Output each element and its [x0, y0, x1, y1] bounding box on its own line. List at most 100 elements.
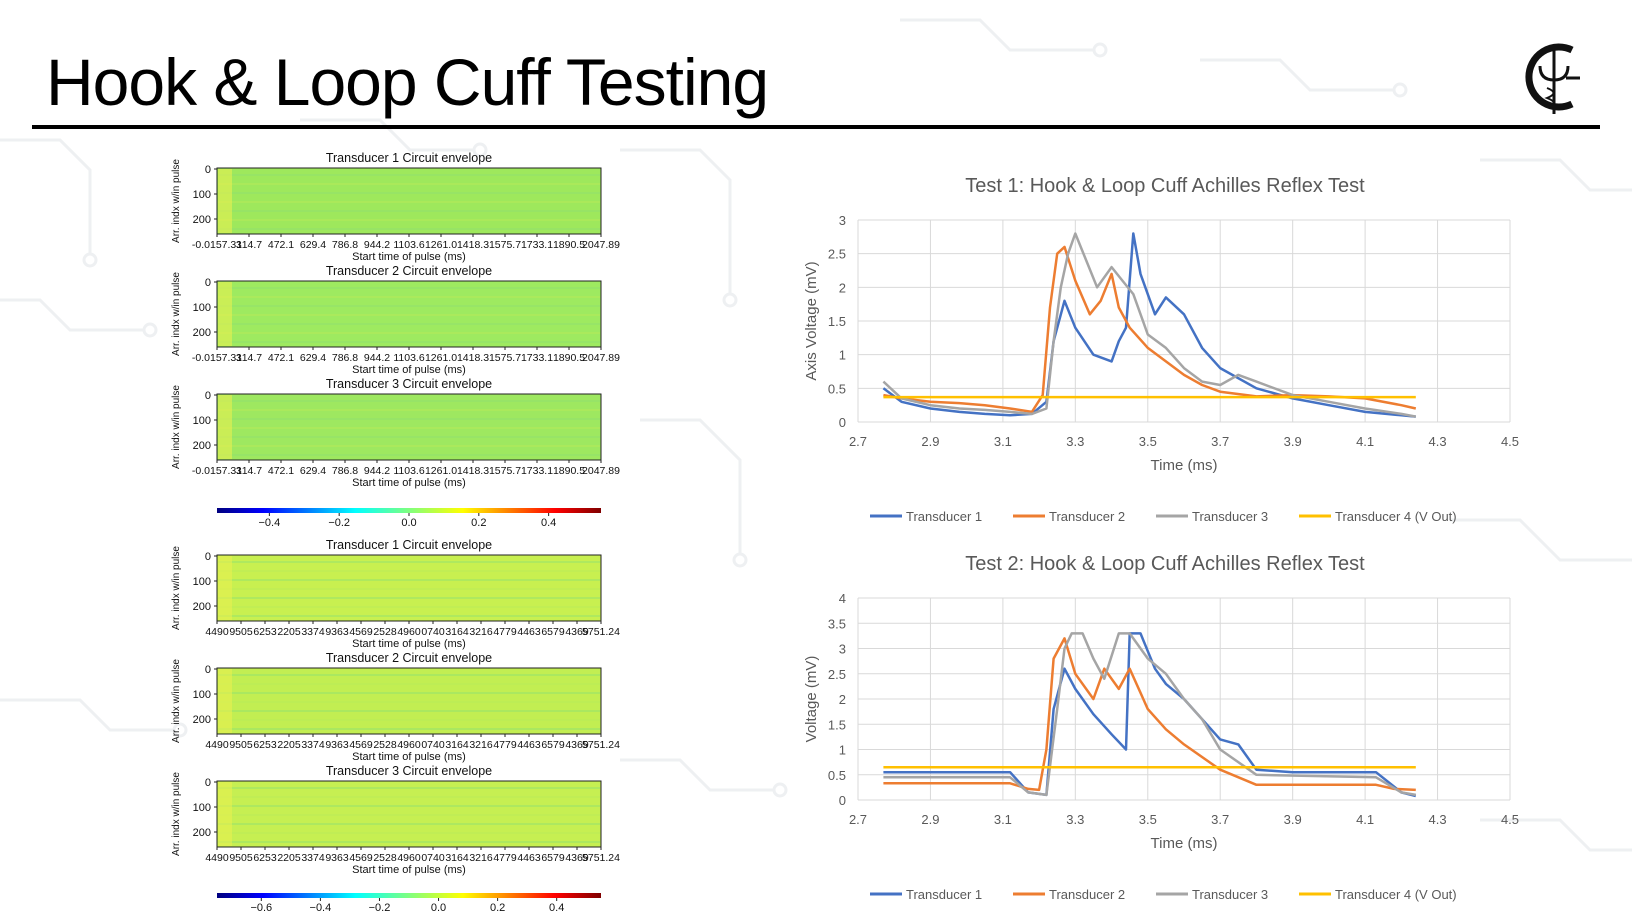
heatmap-xtick: 1890.5 [553, 465, 585, 477]
heatmap-plot [216, 667, 602, 735]
heatmap-ytick: 200 [193, 327, 211, 339]
heatmap-xtick: 2528 [373, 626, 397, 638]
heatmap-xtick: 4369 [565, 626, 589, 638]
y-tick-label: 4 [839, 591, 846, 606]
heatmap-xtick: 3164 [445, 739, 469, 751]
heatmap-xtick: 6579 [541, 852, 565, 864]
heatmap-xtick: 0740 [421, 626, 445, 638]
chart-title: Test 1: Hook & Loop Cuff Achilles Reflex… [965, 175, 1365, 197]
heatmap-xtick: 4960 [397, 626, 421, 638]
heatmap-streaks [218, 169, 600, 233]
heatmap-ylabel: Arr. indx w/in pulse [171, 385, 182, 469]
heatmap-streak [218, 332, 600, 334]
x-tick-label: 3.9 [1284, 812, 1302, 827]
heatmap-ytick: 100 [193, 576, 211, 588]
legend-label: Transducer 2 [1049, 887, 1125, 902]
series-line [883, 245, 1417, 414]
heatmap-xlabel: Start time of pulse (ms) [352, 477, 466, 489]
heatmap-xlabel: Start time of pulse (ms) [352, 638, 466, 650]
legend-label: Transducer 1 [906, 509, 982, 524]
heatmap-xtick: 4569 [349, 739, 373, 751]
x-tick-label: 4.1 [1356, 812, 1374, 827]
heatmap-ytick: 200 [193, 601, 211, 613]
line-chart-test-2: Test 2: Hook & Loop Cuff Achilles Reflex… [803, 553, 1519, 902]
heatmap-xtick: 2047.89 [582, 239, 620, 251]
heatmap-plot [216, 554, 602, 622]
x-tick-label: 3.1 [994, 434, 1012, 449]
x-tick-label: 2.9 [921, 812, 939, 827]
heatmap-ylabel: Arr. indx w/in pulse [171, 546, 182, 630]
x-tick-label: 4.3 [1429, 434, 1447, 449]
heatmap-ytick: 0 [205, 664, 211, 676]
heatmap-xtick: 1418.3 [457, 465, 489, 477]
series-line [882, 232, 1416, 418]
heatmap-xtick: 3374 [301, 739, 325, 751]
heatmap-streak [218, 427, 600, 429]
heatmap-xtick: 944.2 [364, 239, 390, 251]
heatmap-xtick: 3164 [445, 626, 469, 638]
heatmap-xtick: 3216 [469, 852, 493, 864]
legend-label: Transducer 1 [906, 887, 982, 902]
heatmap-xtick: 314.7 [236, 465, 262, 477]
heatmap-streak [218, 701, 600, 703]
heatmap-streaks [218, 669, 600, 733]
heatmap-xtick: 4779 [493, 739, 517, 751]
heatmap-xtick: 1575.7 [489, 239, 521, 251]
x-tick-label: 2.7 [849, 434, 867, 449]
x-tick-label: 3.1 [994, 812, 1012, 827]
heatmap-title: Transducer 1 Circuit envelope [326, 151, 492, 165]
heatmap-xtick: 5751.24 [582, 852, 620, 864]
heatmap-plot [216, 167, 602, 235]
heatmap-ytick: 0 [205, 777, 211, 789]
heatmap-xtick: 1103.6 [393, 352, 424, 364]
legend-label: Transducer 3 [1192, 509, 1268, 524]
x-tick-label: 3.3 [1066, 434, 1084, 449]
heatmap-xtick: 629.4 [300, 465, 326, 477]
heatmap-xtick: 1575.7 [489, 352, 521, 364]
heatmap-xtick: 6579 [541, 739, 565, 751]
x-tick-label: 3.7 [1211, 434, 1229, 449]
heatmap-xtick: 2205 [277, 626, 301, 638]
x-axis-label: Time (ms) [1151, 835, 1218, 852]
circuit-node [1392, 82, 1408, 98]
caduceus-logo-icon [1525, 43, 1580, 114]
chart-title: Test 2: Hook & Loop Cuff Achilles Reflex… [965, 553, 1365, 575]
x-tick-label: 3.5 [1139, 434, 1157, 449]
heatmap-xtick: 6579 [541, 626, 565, 638]
x-axis-label: Time (ms) [1151, 457, 1218, 474]
heatmap-xtick: 629.4 [300, 352, 326, 364]
series-line [883, 637, 1416, 792]
circuit-trace [1480, 818, 1632, 852]
heatmap-xtick: 0740 [421, 852, 445, 864]
colorbar [217, 508, 601, 513]
heatmap-xtick: 1733.1 [521, 239, 553, 251]
heatmap-xtick: 9505 [229, 626, 253, 638]
colorbar-tick: −0.2 [328, 517, 350, 529]
heatmap-streak [218, 341, 600, 343]
legend-label: Transducer 2 [1049, 509, 1125, 524]
heatmap-streak [218, 832, 600, 834]
heatmap-streak [218, 409, 600, 411]
heatmap-xtick: 1890.5 [553, 239, 585, 251]
heatmap-xtick: 1103.6 [393, 465, 424, 477]
y-tick-label: 1.5 [828, 717, 846, 732]
heatmap-xtick: -0.0157.31 [192, 352, 242, 364]
heatmap-xlabel: Start time of pulse (ms) [352, 251, 466, 263]
heatmap-xtick: 2047.89 [582, 352, 620, 364]
y-axis-label: Voltage (mV) [803, 656, 820, 743]
colorbar-tick: 0.4 [549, 902, 564, 914]
heatmap-xtick: 5751.24 [582, 739, 620, 751]
heatmap-streak [218, 210, 600, 212]
y-tick-label: 0 [839, 793, 846, 808]
heatmap-ytick: 0 [205, 390, 211, 402]
heatmap-streak [218, 814, 600, 816]
heatmap-title: Transducer 2 Circuit envelope [326, 651, 492, 665]
heatmap-ytick: 200 [193, 714, 211, 726]
heatmap-streak [218, 796, 600, 798]
y-tick-label: 3 [839, 213, 846, 228]
y-tick-label: 3 [839, 642, 846, 657]
line-chart-test-1: Test 1: Hook & Loop Cuff Achilles Reflex… [803, 175, 1519, 524]
heatmap-xtick: 4490 [205, 852, 229, 864]
circuit-node [722, 292, 738, 308]
circuit-trace [1200, 58, 1400, 92]
